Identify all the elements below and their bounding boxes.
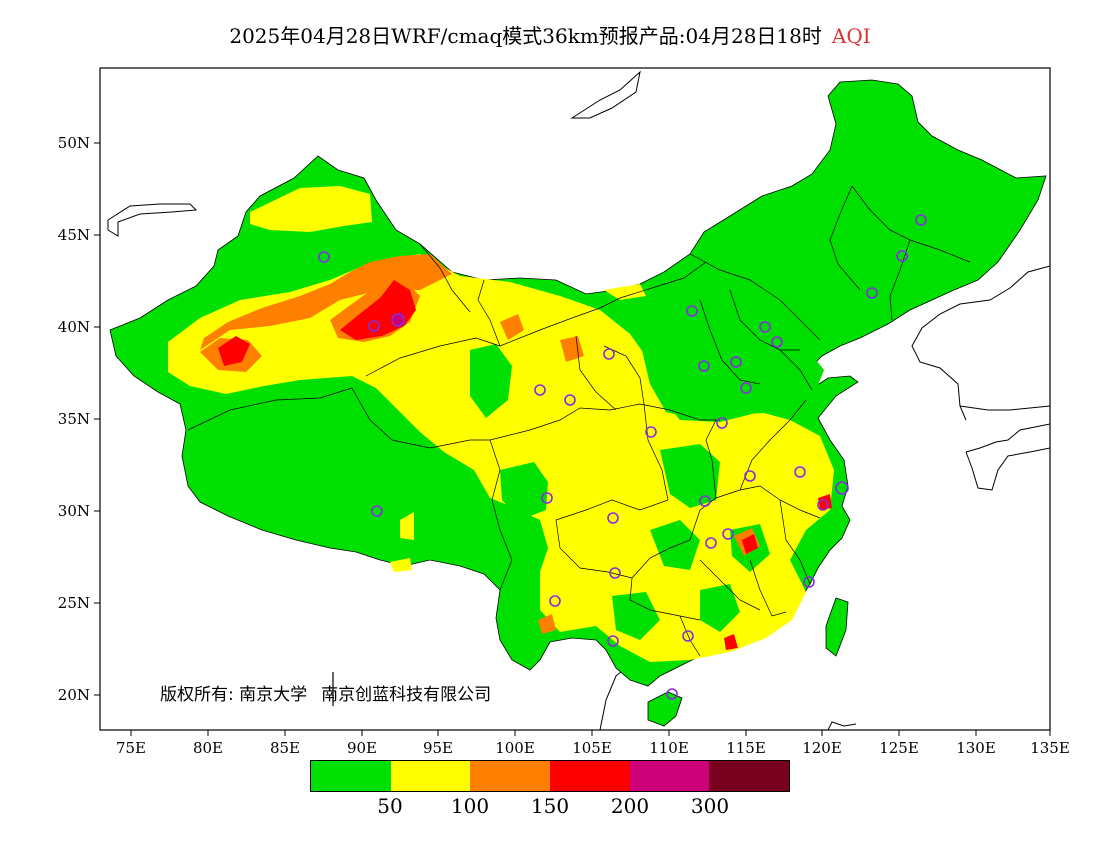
lon-label: 110E (649, 739, 689, 757)
lon-label: 105E (572, 739, 612, 757)
aqi-color-legend (310, 760, 790, 792)
legend-label: 300 (690, 794, 730, 818)
legend-label: 200 (610, 794, 650, 818)
copyright-owner-university: 南京大学 (239, 685, 308, 705)
province-boundaries (187, 185, 971, 657)
lon-label: 115E (726, 739, 766, 757)
lon-label: 100E (495, 739, 535, 757)
copyright-prefix: 版权所有: (160, 685, 234, 705)
lon-label: 120E (802, 739, 842, 757)
lat-label: 50N (57, 134, 90, 152)
legend-swatch (470, 761, 551, 791)
lat-label: 30N (57, 502, 90, 520)
lon-label: 75E (115, 739, 147, 757)
aqi-field (109, 79, 1047, 727)
map-frame (99, 67, 1051, 731)
map-variable-label: AQI (831, 24, 871, 48)
copyright-owner-company: 南京创蓝科技有限公司 (321, 685, 492, 705)
legend-swatch (629, 761, 710, 791)
legend-swatch (390, 761, 471, 791)
legend-swatch (311, 761, 391, 791)
city-markers (318, 214, 927, 700)
map-title: 2025年04月28日WRF/cmaq模式36km预报产品:04月28日18时 A… (0, 20, 1100, 49)
lat-label: 40N (57, 318, 90, 336)
lat-label: 35N (57, 410, 90, 428)
legend-swatch (709, 761, 790, 791)
legend-label: 50 (377, 794, 403, 818)
lon-label: 130E (956, 739, 996, 757)
lon-label: 80E (192, 739, 224, 757)
lat-label: 25N (57, 594, 90, 612)
legend-label: 100 (450, 794, 490, 818)
lon-label: 95E (422, 739, 454, 757)
legend-label: 150 (530, 794, 570, 818)
map-plot-area (107, 70, 1050, 730)
lon-label: 125E (879, 739, 919, 757)
lon-label: 135E (1030, 739, 1070, 757)
lon-label: 85E (269, 739, 301, 757)
legend-swatch (550, 761, 630, 791)
lon-label: 90E (346, 739, 378, 757)
lat-label: 20N (57, 686, 90, 704)
copyright-notice: 版权所有: 南京大学 南京创蓝科技有限公司 (160, 680, 491, 705)
map-title-text: 2025年04月28日WRF/cmaq模式36km预报产品:04月28日18时 (229, 24, 822, 48)
lat-label: 45N (57, 226, 90, 244)
axis-ticks (94, 142, 1051, 736)
